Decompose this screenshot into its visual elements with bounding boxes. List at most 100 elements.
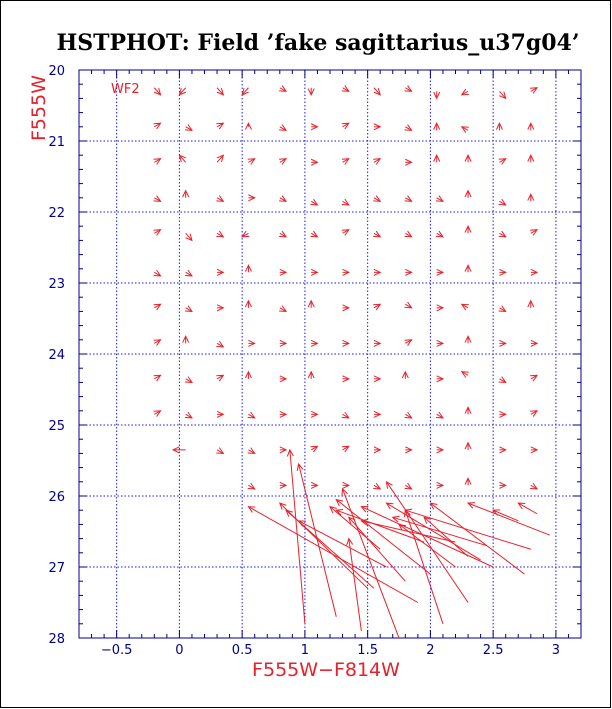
arrow-head (244, 122, 252, 130)
y-tick-label: 22 (48, 206, 65, 221)
data-arrow (182, 189, 190, 198)
arrow-shaft (185, 232, 193, 241)
arrow-head (153, 158, 162, 165)
arrow-head (460, 371, 469, 378)
arrow-head (341, 487, 348, 496)
arrow-head (341, 411, 350, 419)
arrow-head (153, 410, 162, 417)
arrow-shaft (530, 410, 538, 415)
arrow-shaft (185, 307, 193, 312)
data-arrow (153, 303, 162, 311)
arrow-head (464, 225, 472, 233)
arrow-head (404, 124, 413, 131)
arrow-head (360, 506, 369, 513)
arrow-head (171, 446, 180, 454)
arrow-head (247, 158, 256, 165)
arrow-shaft (241, 232, 249, 238)
data-arrow (341, 122, 350, 130)
arrow-head (310, 481, 319, 489)
data-arrow (310, 410, 319, 418)
arrow-shaft (289, 449, 306, 624)
arrow-head (499, 446, 507, 454)
data-arrow (216, 195, 225, 202)
data-arrow (346, 537, 362, 631)
data-arrow (153, 374, 162, 382)
data-arrow (279, 158, 288, 165)
data-arrow (310, 481, 319, 489)
data-arrow (310, 230, 319, 238)
data-arrow (244, 122, 252, 130)
data-arrow (307, 370, 315, 379)
arrow-head (385, 502, 394, 510)
data-arrow (153, 269, 162, 277)
arrow-shaft (461, 126, 469, 131)
data-arrow (433, 154, 441, 163)
arrow-head (247, 506, 256, 513)
arrow-shaft (154, 303, 161, 309)
data-arrow (341, 445, 350, 453)
arrow-head (279, 410, 288, 418)
arrow-head (279, 230, 288, 238)
data-arrow (335, 508, 425, 543)
arrow-head (184, 124, 193, 131)
data-arrow (342, 339, 350, 347)
data-arrow (247, 158, 256, 165)
arrow-head (248, 339, 256, 347)
arrow-head (373, 482, 382, 490)
arrow-head (244, 370, 252, 379)
data-arrow (530, 87, 539, 94)
data-arrow (310, 445, 319, 453)
data-arrow (429, 502, 525, 575)
arrow-shaft (518, 502, 538, 515)
arrow-head (495, 122, 503, 130)
arrow-head (278, 502, 287, 510)
arrow-head (517, 502, 526, 510)
arrow-head (279, 195, 288, 202)
arrow-head (404, 230, 413, 238)
arrow-head (499, 410, 507, 418)
x-tick-label: 3 (552, 643, 560, 658)
arrow-head (530, 482, 539, 490)
data-arrow (435, 411, 444, 419)
data-arrow (153, 87, 162, 96)
data-arrow (530, 268, 539, 276)
data-arrow (495, 122, 503, 131)
arrow-shaft (342, 488, 400, 639)
data-arrow (405, 268, 413, 276)
data-arrow (460, 303, 469, 311)
arrow-shaft (310, 232, 318, 238)
arrow-shaft (348, 516, 406, 582)
arrow-shaft (530, 87, 538, 92)
data-arrow (341, 229, 350, 236)
arrow-head (436, 481, 445, 489)
arrow-shaft (342, 158, 350, 163)
data-arrow (329, 505, 381, 550)
arrow-head (341, 122, 350, 130)
arrow-shaft (179, 87, 187, 96)
arrow-shaft (386, 502, 481, 561)
arrow-head (184, 305, 193, 312)
arrow-head (499, 339, 507, 347)
data-arrow (373, 195, 382, 202)
arrow-head (530, 374, 539, 382)
data-arrow (247, 506, 419, 603)
data-arrow (466, 502, 550, 536)
data-arrow (153, 195, 162, 202)
arrow-head (310, 158, 319, 166)
arrow-shaft (405, 126, 412, 131)
arrow-head (499, 481, 507, 489)
arrow-head (310, 230, 319, 238)
arrow-shaft (530, 229, 538, 234)
data-arrow (436, 304, 445, 312)
arrow-head (216, 122, 225, 130)
arrow-head (435, 411, 444, 419)
arrow-head (241, 230, 250, 238)
arrow-shaft (216, 374, 224, 380)
data-arrow (404, 195, 413, 202)
data-arrow (498, 198, 507, 206)
arrow-shaft (279, 197, 287, 202)
data-arrow (405, 158, 413, 166)
data-arrow (373, 123, 382, 131)
data-arrow (401, 370, 409, 379)
arrow-head (216, 410, 225, 418)
